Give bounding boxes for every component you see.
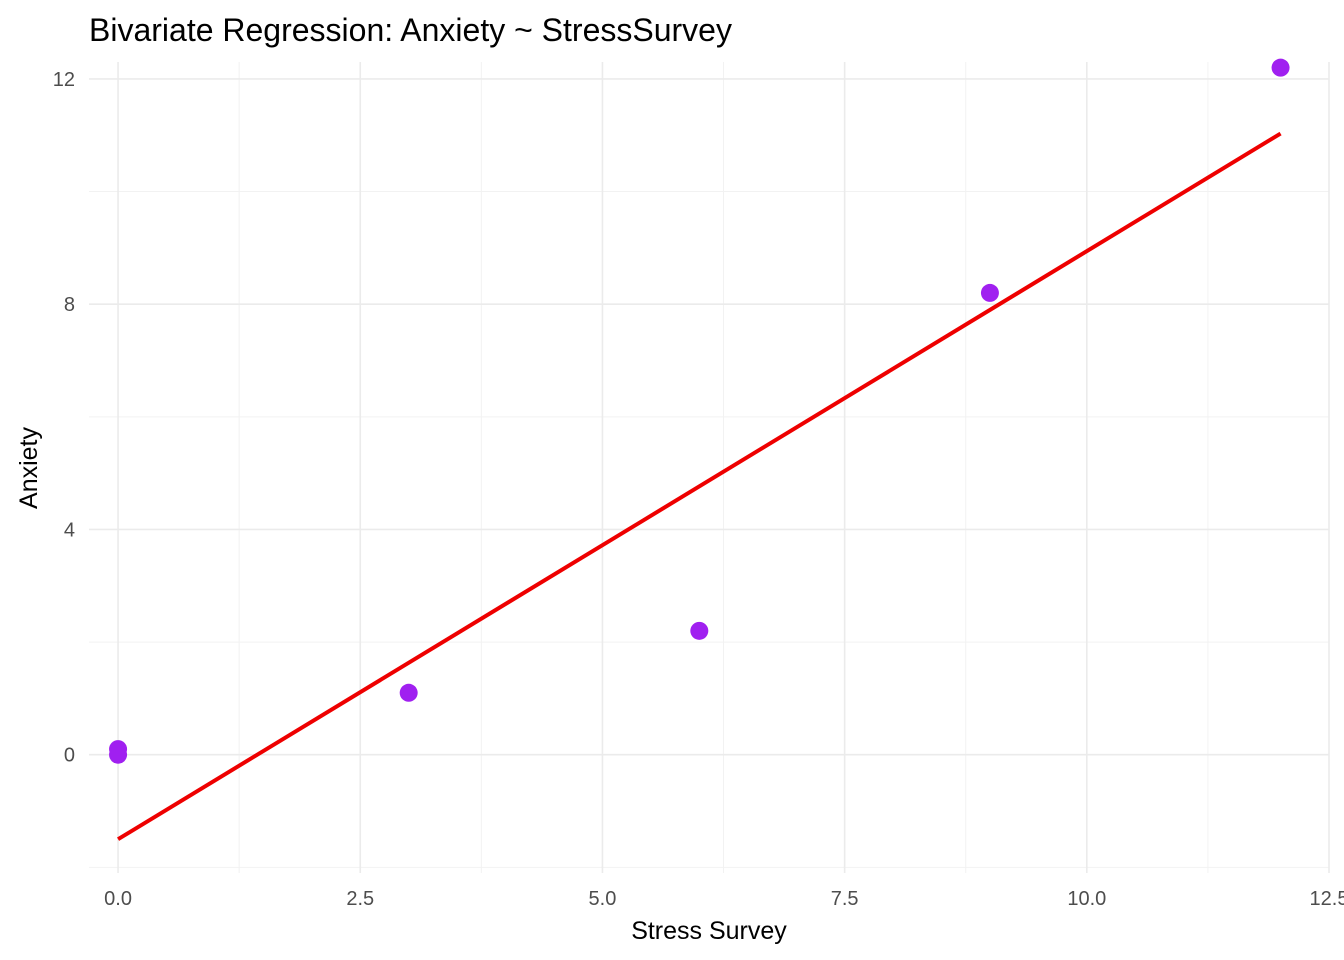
x-tick-label: 7.5	[831, 888, 859, 910]
x-tick-label: 2.5	[346, 888, 374, 910]
y-axis-title: Anxiety	[15, 427, 43, 509]
chart-title: Bivariate Regression: Anxiety ~ StressSu…	[89, 12, 732, 48]
y-tick-label: 4	[64, 519, 75, 541]
y-tick-label: 8	[64, 294, 75, 316]
data-point	[1271, 58, 1290, 77]
minor-gridlines	[89, 62, 1329, 873]
data-point	[109, 745, 128, 764]
regression-line	[117, 131, 1282, 841]
plot-area	[89, 58, 1330, 873]
x-axis-ticks: 0.0 2.5 5.0 7.5 10.0 12.5	[104, 888, 1344, 910]
x-axis-title: Stress Survey	[631, 917, 787, 945]
x-tick-label: 10.0	[1067, 888, 1106, 910]
data-points	[109, 58, 1290, 764]
x-tick-label: 5.0	[589, 888, 617, 910]
y-axis-ticks: 0 4 8 12	[53, 69, 75, 767]
y-tick-label: 0	[64, 745, 75, 767]
data-point	[980, 283, 999, 302]
data-point	[399, 683, 418, 702]
y-tick-label: 12	[53, 69, 75, 91]
regression-line-layer	[117, 131, 1282, 841]
x-tick-label: 12.5	[1310, 888, 1344, 910]
data-point	[690, 621, 709, 640]
major-gridlines	[89, 62, 1330, 873]
x-tick-label: 0.0	[104, 888, 132, 910]
